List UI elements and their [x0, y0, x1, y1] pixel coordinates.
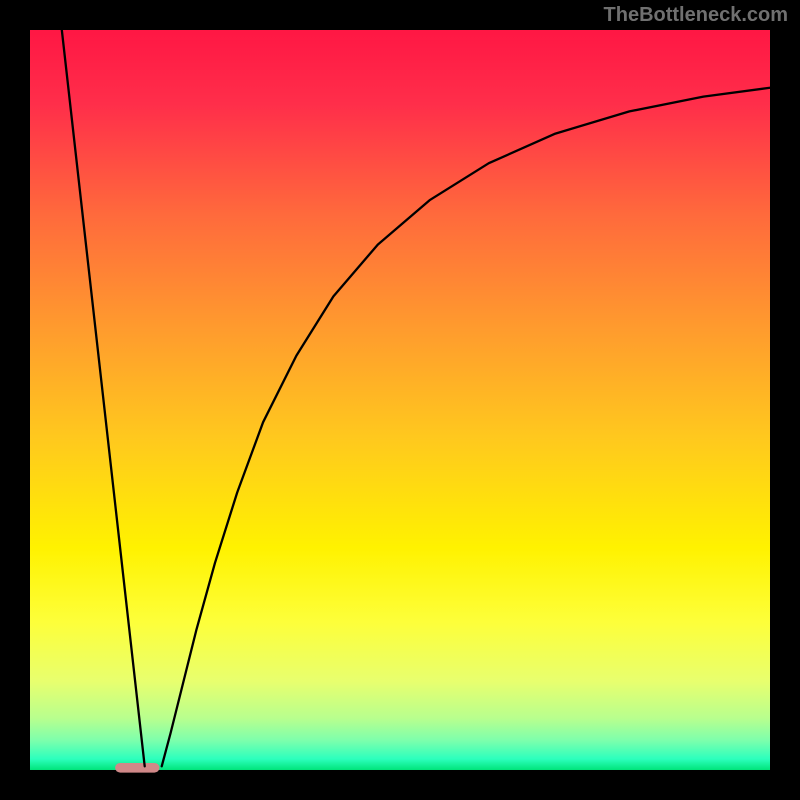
chart-container: TheBottleneck.com: [0, 0, 800, 800]
optimal-marker: [115, 763, 159, 773]
watermark-text: TheBottleneck.com: [604, 4, 788, 27]
bottleneck-chart: [0, 0, 800, 800]
plot-area: [30, 30, 770, 770]
